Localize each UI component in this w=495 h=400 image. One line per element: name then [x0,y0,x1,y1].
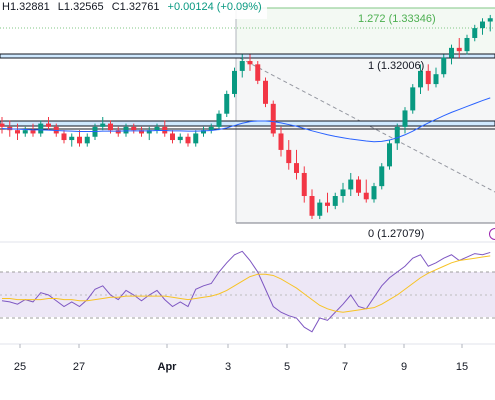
candle-body [433,74,439,85]
candle-body [185,136,191,144]
candle-body [123,126,129,134]
candle-body [61,133,67,141]
x-axis-label: 9 [400,361,408,373]
candle-body [464,37,470,52]
ohlc-low: L1.32565 [57,1,104,13]
candle-body [232,70,237,94]
candle-body [394,126,400,144]
candle-body [69,136,75,141]
candle-body [46,123,51,127]
candle-body [441,57,447,75]
candle-body [193,133,199,144]
candle-body [154,126,160,131]
candle-body [309,196,315,216]
rsi-ma-line [2,255,491,313]
x-axis-label: 27 [72,361,86,373]
rsi-band [0,272,495,317]
alert-circle-icon[interactable] [489,228,495,240]
candle-body [348,179,354,190]
moving-average-line [1,97,491,143]
candle-body [100,123,106,127]
x-axis-label: Apr [157,361,177,373]
candle-body [270,103,276,134]
trend-line[interactable] [239,57,495,193]
resistance-zone-upper[interactable] [0,53,495,59]
candle-body [108,123,113,131]
candle-body [301,172,307,197]
candle-body [77,136,82,144]
x-axis-ticks [19,344,463,348]
candle-body [363,192,369,200]
candle-body [425,70,431,85]
candle-body [325,202,330,206]
candle-body [487,18,493,22]
ohlc-legend: H1.32881 L1.32565 C1.32761 +0.00124 (+0.… [0,1,267,19]
candle-body [317,202,323,216]
x-axis-label: 15 [455,361,469,373]
x-axis-label: 25 [13,361,27,373]
candle-body [216,113,222,127]
candle-body [131,126,137,131]
candle-body [247,61,253,65]
candle-body [146,130,152,134]
candle-body [208,126,214,131]
ohlc-high: H1.32881 [2,1,50,13]
candle-body [30,130,36,134]
candle-body [371,186,377,200]
candle-body [387,143,392,167]
fib-label-mid: 1 (1.32006) [368,60,425,72]
candle-body [115,130,121,134]
candle-body [340,189,346,197]
candle-body [0,123,5,127]
candle-body [472,28,478,38]
candle-body [15,130,20,134]
candle-body [480,21,485,29]
candle-body [22,130,28,134]
candle-body [356,179,361,193]
candle-body [239,61,245,71]
candle-body [410,87,416,111]
candle-body [84,136,90,144]
candle-body [177,136,183,141]
x-axis-label: 7 [341,361,349,373]
x-axis-label: 3 [224,361,232,373]
fib-label-low: 0 (1.27079) [368,228,425,240]
candle-body [224,93,230,114]
ohlc-change: +0.00124 (+0.09%) [167,1,262,13]
candle-body [139,130,144,134]
candle-body [418,70,423,88]
candle-body [38,123,44,134]
candle-body [294,163,299,173]
candle-body [255,64,261,81]
candle-body [170,133,175,141]
x-axis-label: 5 [283,361,291,373]
candle-body [456,47,462,52]
fib-label-top: 1.272 (1.33346) [358,13,436,25]
candle-body [449,47,454,58]
candle-body [332,196,338,206]
candle-body [263,80,268,104]
candle-body [278,133,284,150]
candle-body [201,130,206,134]
candle-body [286,149,292,164]
candlestick-series [0,14,493,220]
ohlc-close: C1.32761 [111,1,160,13]
candle-body [402,110,408,127]
rsi-line [1,250,491,333]
resistance-zone-mid[interactable] [0,120,495,127]
candle-body [379,166,385,187]
